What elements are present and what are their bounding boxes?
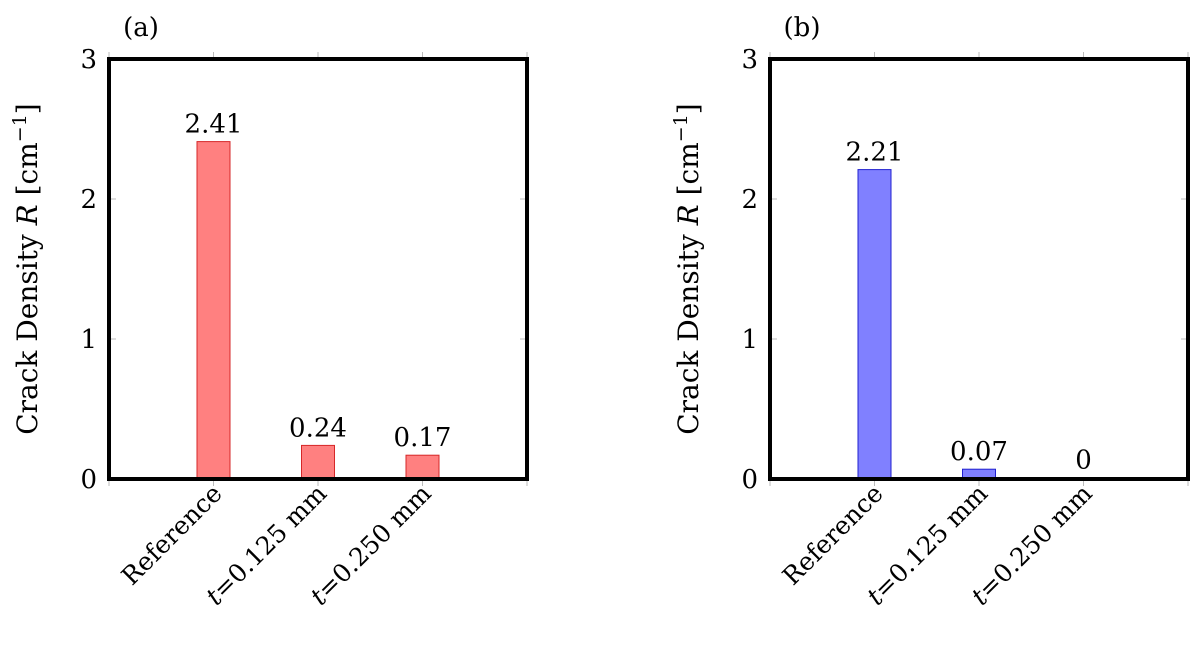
data-label-2: 0 (1075, 446, 1092, 476)
y-axis-label: Crack Density R [cm−1] (9, 103, 44, 435)
data-label-2: 0.17 (394, 423, 452, 453)
y-tick-label: 1 (741, 325, 758, 355)
panel-label: (a) (123, 13, 159, 43)
y-tick-label: 2 (741, 185, 758, 215)
data-label-1: 0.24 (289, 413, 347, 443)
chart-panel-a: (a) 2.41 0.24 0.17 0 1 2 3 Crack Density R [cm−1… (9, 13, 529, 611)
y-tick-label: 1 (80, 325, 97, 355)
y-tick-label: 2 (80, 185, 97, 215)
data-label-0: 2.21 (846, 138, 904, 168)
category-label-0: Reference (777, 479, 889, 591)
data-label-0: 2.41 (185, 110, 243, 140)
y-tick-label: 0 (80, 465, 97, 495)
y-tick-label: 0 (741, 465, 758, 495)
bar-0 (196, 141, 231, 480)
bar-0 (857, 169, 892, 480)
plot-frame (768, 57, 1190, 481)
bar-1 (301, 444, 335, 480)
plot-frame (107, 57, 529, 481)
chart-panel-b: (b) 2.21 0.07 0 0 1 2 3 Crack Density R [cm−1] Re… (670, 13, 1190, 611)
y-tick-label: 3 (741, 45, 758, 75)
panel-label: (b) (784, 13, 821, 43)
category-label-0: Reference (116, 479, 228, 591)
y-tick-label: 3 (80, 45, 97, 75)
y-axis-label: Crack Density R [cm−1] (670, 103, 705, 435)
bar-2 (405, 454, 440, 480)
data-label-1: 0.07 (950, 437, 1008, 467)
